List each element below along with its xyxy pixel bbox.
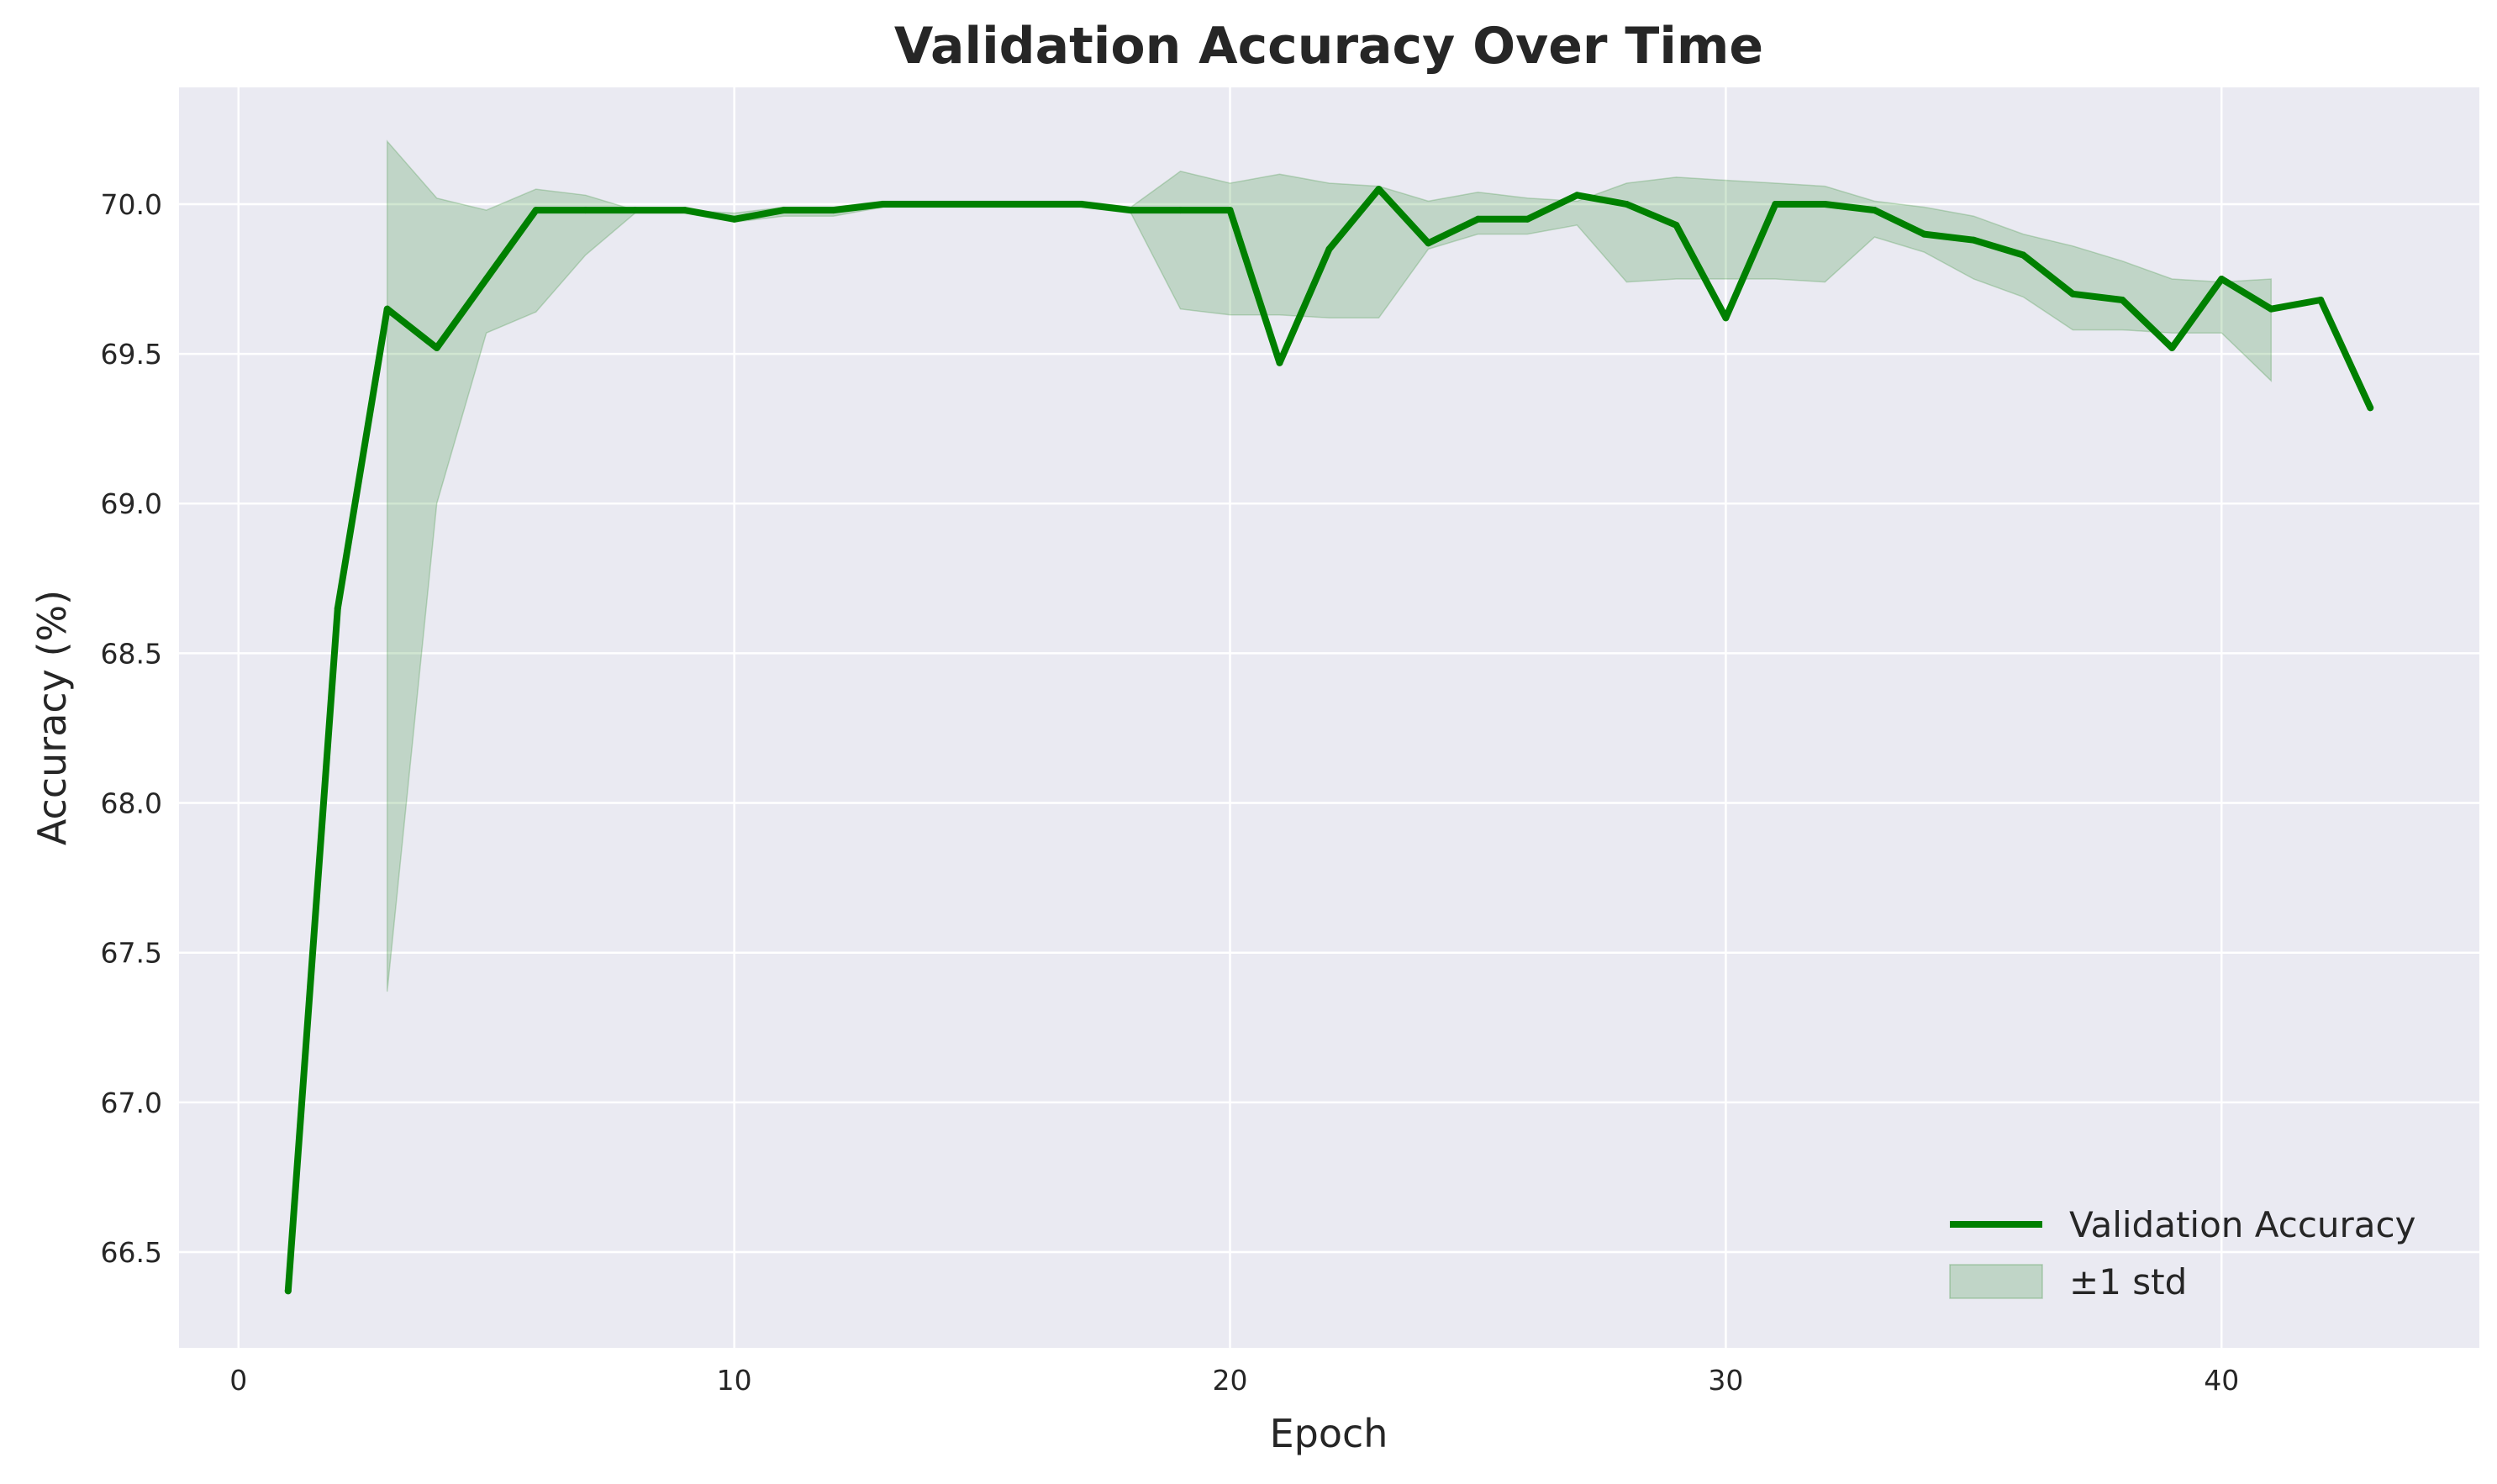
x-tick-label: 10 xyxy=(717,1364,752,1397)
y-tick-label: 67.0 xyxy=(101,1087,162,1119)
data-point xyxy=(730,215,738,223)
legend-label-validation-accuracy: Validation Accuracy xyxy=(2069,1204,2416,1245)
x-tick-label: 40 xyxy=(2204,1364,2239,1397)
data-point xyxy=(879,200,887,208)
data-point xyxy=(1077,200,1085,208)
data-point xyxy=(1177,207,1184,214)
x-tick-label: 0 xyxy=(229,1364,247,1397)
data-point xyxy=(1623,200,1630,208)
data-point xyxy=(2168,344,2176,351)
data-point xyxy=(2367,404,2374,412)
data-point xyxy=(482,276,490,283)
data-point xyxy=(978,200,986,208)
data-point xyxy=(1970,236,1978,244)
y-tick-label: 68.0 xyxy=(101,787,162,820)
data-point xyxy=(780,207,788,214)
data-point xyxy=(1524,215,1531,223)
y-tick-label: 67.5 xyxy=(101,937,162,970)
data-point xyxy=(681,207,688,214)
data-point xyxy=(2218,276,2226,283)
data-point xyxy=(929,200,936,208)
data-point xyxy=(383,305,391,313)
data-point xyxy=(582,207,589,214)
data-point xyxy=(830,207,837,214)
y-axis-label: Accuracy (%) xyxy=(29,590,75,845)
data-point xyxy=(2020,251,2027,259)
data-point xyxy=(1425,239,1432,247)
legend-band-swatch xyxy=(1949,1264,2043,1299)
data-point xyxy=(1028,200,1035,208)
data-point xyxy=(1920,230,1928,238)
data-point xyxy=(1722,314,1730,322)
data-point xyxy=(2317,296,2325,303)
x-tick-label: 20 xyxy=(1213,1364,1248,1397)
chart-title: Validation Accuracy Over Time xyxy=(894,17,1763,76)
data-point xyxy=(433,344,440,351)
data-point xyxy=(1474,215,1482,223)
y-tick-label: 70.0 xyxy=(101,188,162,221)
y-tick-label: 69.0 xyxy=(101,487,162,520)
data-point xyxy=(532,207,540,214)
data-point xyxy=(1772,200,1779,208)
legend-label-std: ±1 std xyxy=(2069,1261,2187,1302)
data-point xyxy=(1127,207,1135,214)
data-point xyxy=(2268,305,2275,313)
data-point xyxy=(1325,245,1333,253)
data-point xyxy=(334,604,341,612)
data-point xyxy=(2119,296,2126,303)
series-line-layer xyxy=(284,186,2374,1295)
data-point xyxy=(1276,359,1283,366)
y-tick-labels: 66.5 67.0 67.5 68.0 68.5 69.0 69.5 70.0 xyxy=(101,188,162,1269)
x-tick-label: 30 xyxy=(1708,1364,1743,1397)
grid-lines xyxy=(179,87,2479,1348)
data-point xyxy=(631,207,639,214)
x-tick-labels: 0 10 20 30 40 xyxy=(229,1364,2239,1397)
y-tick-label: 68.5 xyxy=(101,637,162,670)
y-tick-label: 69.5 xyxy=(101,338,162,371)
legend: Validation Accuracy ±1 std xyxy=(1949,1204,2416,1302)
data-point xyxy=(1573,192,1581,199)
x-axis-label: Epoch xyxy=(1270,1411,1388,1456)
data-point xyxy=(2069,290,2077,297)
data-point xyxy=(284,1287,292,1295)
data-point xyxy=(1673,221,1680,229)
data-point xyxy=(1226,207,1234,214)
data-point xyxy=(1871,207,1878,214)
data-point xyxy=(1375,186,1383,193)
y-tick-label: 66.5 xyxy=(101,1236,162,1269)
data-point xyxy=(1821,200,1829,208)
